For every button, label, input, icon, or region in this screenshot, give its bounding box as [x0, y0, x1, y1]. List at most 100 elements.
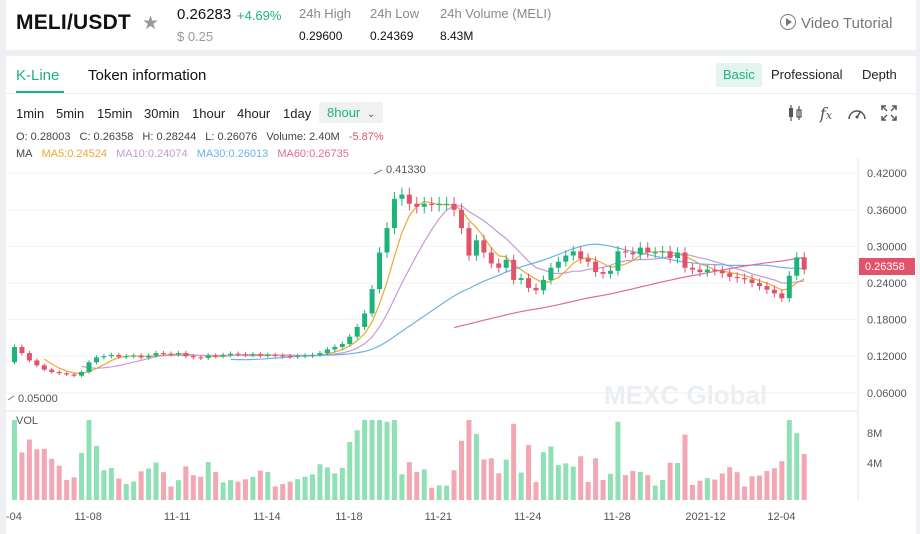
- volume-bar: [198, 476, 204, 500]
- current-price-tag: 0.26358: [859, 258, 915, 275]
- market-header: MELI/USDT ★ 0.26283 +4.69% $ 0.25 24h Hi…: [6, 0, 916, 50]
- candle-body: [369, 289, 375, 314]
- candle-body: [26, 353, 32, 361]
- stat-24h-low-label: 24h Low: [370, 6, 420, 21]
- candle-body: [175, 353, 181, 355]
- candle-body: [540, 279, 546, 291]
- candle-body: [645, 247, 651, 253]
- volume-bar: [734, 472, 740, 500]
- volume-bar: [801, 453, 807, 500]
- candle-body: [302, 355, 308, 357]
- candle-body: [578, 251, 584, 259]
- play-circle-icon: [780, 14, 796, 30]
- candle-body: [347, 336, 353, 344]
- interval-1hour[interactable]: 1hour: [192, 106, 226, 121]
- volume-bar: [49, 458, 55, 500]
- candle-body: [459, 209, 464, 229]
- time-tick: 11-11: [164, 511, 191, 523]
- candle-body: [436, 203, 442, 205]
- current-price-label: 0.26358: [865, 261, 905, 273]
- view-professional-button[interactable]: Professional: [771, 67, 843, 82]
- volume-bar: [205, 461, 211, 500]
- view-basic-button[interactable]: Basic: [716, 63, 762, 87]
- tab-token-information[interactable]: Token information: [88, 67, 207, 84]
- volume-bar: [473, 433, 479, 500]
- volume-bar: [779, 461, 785, 500]
- volume-bar: [19, 452, 25, 500]
- gauge-icon[interactable]: [846, 104, 868, 126]
- volume-bar: [511, 423, 517, 500]
- candle-body: [593, 261, 599, 273]
- volume-bar: [771, 468, 777, 500]
- candle-body: [168, 353, 174, 355]
- favorite-star-icon[interactable]: ★: [142, 13, 160, 34]
- interval-1min[interactable]: 1min: [16, 106, 45, 121]
- price-tick: 0.30000: [867, 241, 907, 253]
- volume-bar: [689, 484, 695, 500]
- price-tick: 0.18000: [867, 315, 907, 327]
- volume-bar: [41, 448, 47, 500]
- ma30-line: [230, 243, 805, 361]
- interval-5min[interactable]: 5min: [56, 106, 85, 121]
- candle-type-icon[interactable]: [784, 104, 806, 126]
- volume-bar: [578, 456, 584, 500]
- volume-bar: [56, 465, 62, 500]
- fullscreen-icon[interactable]: [878, 104, 900, 126]
- candle-body: [794, 257, 800, 276]
- chart-panel: K-Line Token information Basic Professio…: [6, 56, 916, 534]
- candle-body: [608, 270, 613, 274]
- candle-body: [399, 194, 405, 199]
- price-change-percent: +4.69%: [237, 8, 282, 23]
- ma-label: MA: [16, 148, 33, 160]
- volume-bar: [384, 421, 390, 500]
- candle-body: [220, 354, 226, 357]
- tab-k-line[interactable]: K-Line: [16, 67, 60, 84]
- trading-pair-title: MELI/USDT: [16, 11, 131, 34]
- candle-body: [786, 275, 792, 299]
- volume-bar: [421, 469, 427, 500]
- interval-1day[interactable]: 1day: [283, 106, 312, 121]
- usd-price: $ 0.25: [177, 29, 214, 44]
- candle-body: [64, 373, 70, 375]
- candlestick-chart[interactable]: MEXC Global 0.42000 0.36000 0.30000 0.24000…: [6, 158, 916, 534]
- volume-bar: [757, 475, 762, 500]
- moving-average-lines: [43, 200, 805, 375]
- candle-body: [86, 362, 92, 373]
- min-price-label: 0.05000: [18, 393, 58, 405]
- candle-body: [161, 353, 166, 355]
- candle-body: [317, 353, 323, 355]
- candle-body: [496, 263, 502, 268]
- candle-body: [779, 293, 785, 299]
- max-price-label: 0.41330: [386, 164, 426, 176]
- volume-bar: [406, 462, 412, 500]
- interval-4hour[interactable]: 4hour: [237, 106, 271, 121]
- volume-bar: [310, 474, 315, 500]
- interval-8hour-dropdown[interactable]: 8hour ⌄: [319, 102, 384, 123]
- volume-bar: [548, 446, 554, 500]
- ma5-value: MA5:0.24524: [41, 148, 107, 160]
- interval-15min[interactable]: 15min: [97, 106, 133, 121]
- indicator-fx-icon[interactable]: fx: [819, 104, 833, 123]
- candle-body: [295, 356, 301, 358]
- video-tutorial-link[interactable]: Video Tutorial: [780, 14, 892, 32]
- volume-bar: [250, 476, 256, 500]
- interval-30min[interactable]: 30min: [144, 106, 180, 121]
- candle-body: [742, 278, 748, 280]
- candle-body: [451, 203, 457, 210]
- candle-body: [600, 272, 606, 274]
- candle-body: [146, 355, 152, 358]
- candle-body: [406, 194, 412, 204]
- volume-bar: [645, 475, 651, 500]
- candle-body: [265, 354, 271, 356]
- view-depth-button[interactable]: Depth: [862, 67, 897, 82]
- candle-body: [585, 258, 591, 262]
- volume-bar: [630, 471, 636, 500]
- volume-bar: [235, 481, 241, 500]
- candle-body: [697, 269, 703, 273]
- volume-bar: [153, 462, 159, 500]
- volume-bar: [220, 482, 226, 500]
- candle-body: [481, 240, 487, 253]
- ohlc-volume: Volume: 2.40M: [266, 131, 340, 143]
- volume-bar: [101, 470, 107, 500]
- volume-bar: [146, 468, 152, 500]
